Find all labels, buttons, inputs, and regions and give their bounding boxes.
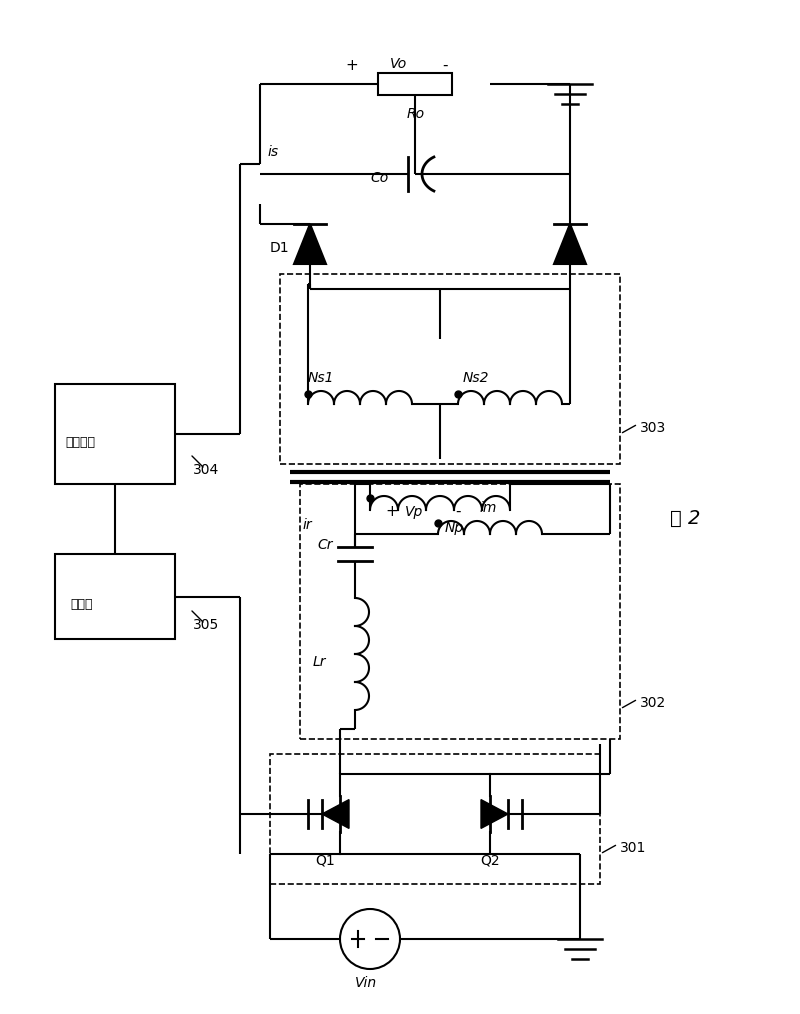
Text: Ns2: Ns2 [463, 371, 490, 385]
Text: +: + [385, 504, 398, 519]
Text: 303: 303 [640, 421, 666, 435]
Text: Ro: Ro [407, 107, 425, 121]
Text: Vin: Vin [355, 976, 377, 990]
Text: Lr: Lr [313, 655, 326, 669]
Text: Co: Co [370, 171, 388, 185]
Polygon shape [481, 800, 508, 828]
Bar [55, 554, 175, 639]
Polygon shape [322, 800, 349, 828]
Text: +: + [345, 58, 358, 73]
Text: 图 2: 图 2 [670, 509, 700, 528]
Bar [300, 484, 620, 739]
Text: ir: ir [303, 518, 313, 532]
Text: Cr: Cr [317, 538, 333, 552]
Text: Vo: Vo [390, 57, 407, 71]
Text: Q2: Q2 [480, 853, 500, 867]
Polygon shape [554, 224, 586, 264]
Text: 驱动器: 驱动器 [70, 598, 93, 611]
Text: is: is [268, 145, 279, 159]
Circle shape [340, 909, 400, 969]
Text: 304: 304 [193, 463, 219, 477]
Bar [55, 384, 175, 484]
Text: Np: Np [445, 521, 464, 535]
Text: Ns1: Ns1 [308, 371, 334, 385]
Bar [270, 754, 600, 884]
Text: 302: 302 [640, 696, 666, 710]
Text: D1: D1 [270, 241, 290, 255]
Text: 301: 301 [620, 841, 646, 855]
Bar [280, 274, 620, 464]
Polygon shape [294, 224, 326, 264]
Text: -: - [442, 58, 447, 73]
Text: 305: 305 [193, 618, 219, 632]
Text: Q1: Q1 [315, 853, 334, 867]
Text: im: im [480, 501, 498, 515]
Bar [378, 73, 452, 95]
Text: Vp: Vp [405, 505, 423, 519]
Text: 控制芯片: 控制芯片 [65, 435, 95, 448]
Text: -: - [455, 504, 461, 519]
